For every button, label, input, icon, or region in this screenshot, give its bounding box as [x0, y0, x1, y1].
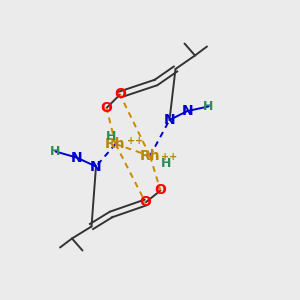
Text: N: N — [71, 151, 82, 164]
Text: O: O — [100, 101, 112, 115]
Text: N: N — [90, 160, 102, 173]
Text: H: H — [203, 100, 214, 113]
Text: ++: ++ — [161, 152, 178, 163]
Text: H: H — [161, 157, 172, 170]
Text: O: O — [114, 88, 126, 101]
Text: O: O — [154, 184, 166, 197]
Text: Rh: Rh — [105, 137, 126, 151]
Text: H: H — [50, 145, 61, 158]
Text: O: O — [140, 196, 152, 209]
Text: H: H — [106, 130, 116, 143]
Text: Rh: Rh — [140, 149, 160, 163]
Text: ++: ++ — [127, 136, 143, 146]
Text: N: N — [164, 113, 175, 127]
Text: N: N — [182, 104, 193, 118]
